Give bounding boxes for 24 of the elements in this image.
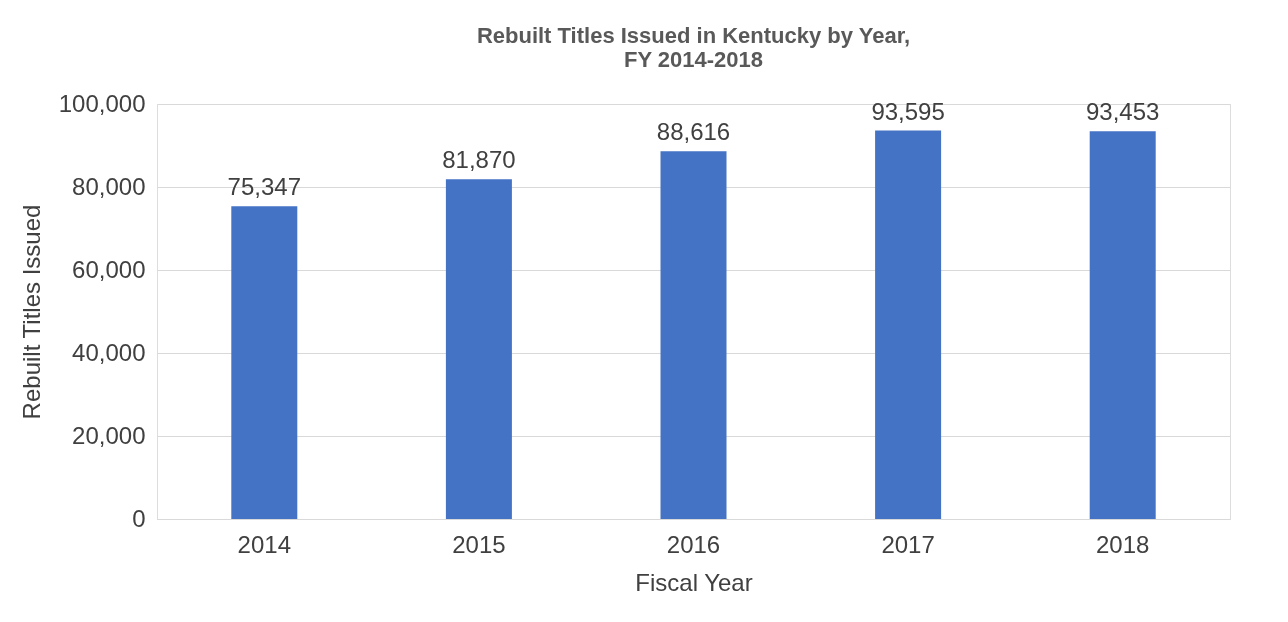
x-tick-label: 2014	[237, 530, 291, 558]
x-tick-label: 2018	[1096, 530, 1150, 558]
y-tick-label: 0	[132, 504, 146, 532]
bar	[231, 206, 298, 519]
data-label: 93,453	[1086, 98, 1160, 126]
data-label: 88,616	[656, 118, 731, 146]
x-tick-label: 2015	[452, 530, 506, 558]
y-tick-label: 80,000	[72, 172, 146, 200]
x-axis-title: Fiscal Year	[635, 568, 753, 596]
bar	[1089, 131, 1156, 519]
chart-title: Rebuilt Titles Issued in Kentucky by Year, FY 2014-2018	[476, 23, 911, 72]
y-tick-label: 100,000	[58, 89, 146, 117]
bar	[445, 179, 512, 519]
bar	[875, 130, 942, 519]
bar	[660, 151, 727, 519]
data-label: 81,870	[442, 146, 516, 174]
data-label: 93,595	[871, 97, 945, 125]
data-label: 75,347	[227, 173, 301, 201]
y-axis-title: Rebuilt Titles Issued	[17, 204, 45, 420]
y-tick-label: 20,000	[72, 421, 146, 449]
x-tick-label: 2017	[881, 530, 935, 558]
x-tick-label: 2016	[666, 530, 721, 558]
y-tick-label: 40,000	[72, 338, 146, 366]
y-tick-label: 60,000	[72, 255, 146, 283]
